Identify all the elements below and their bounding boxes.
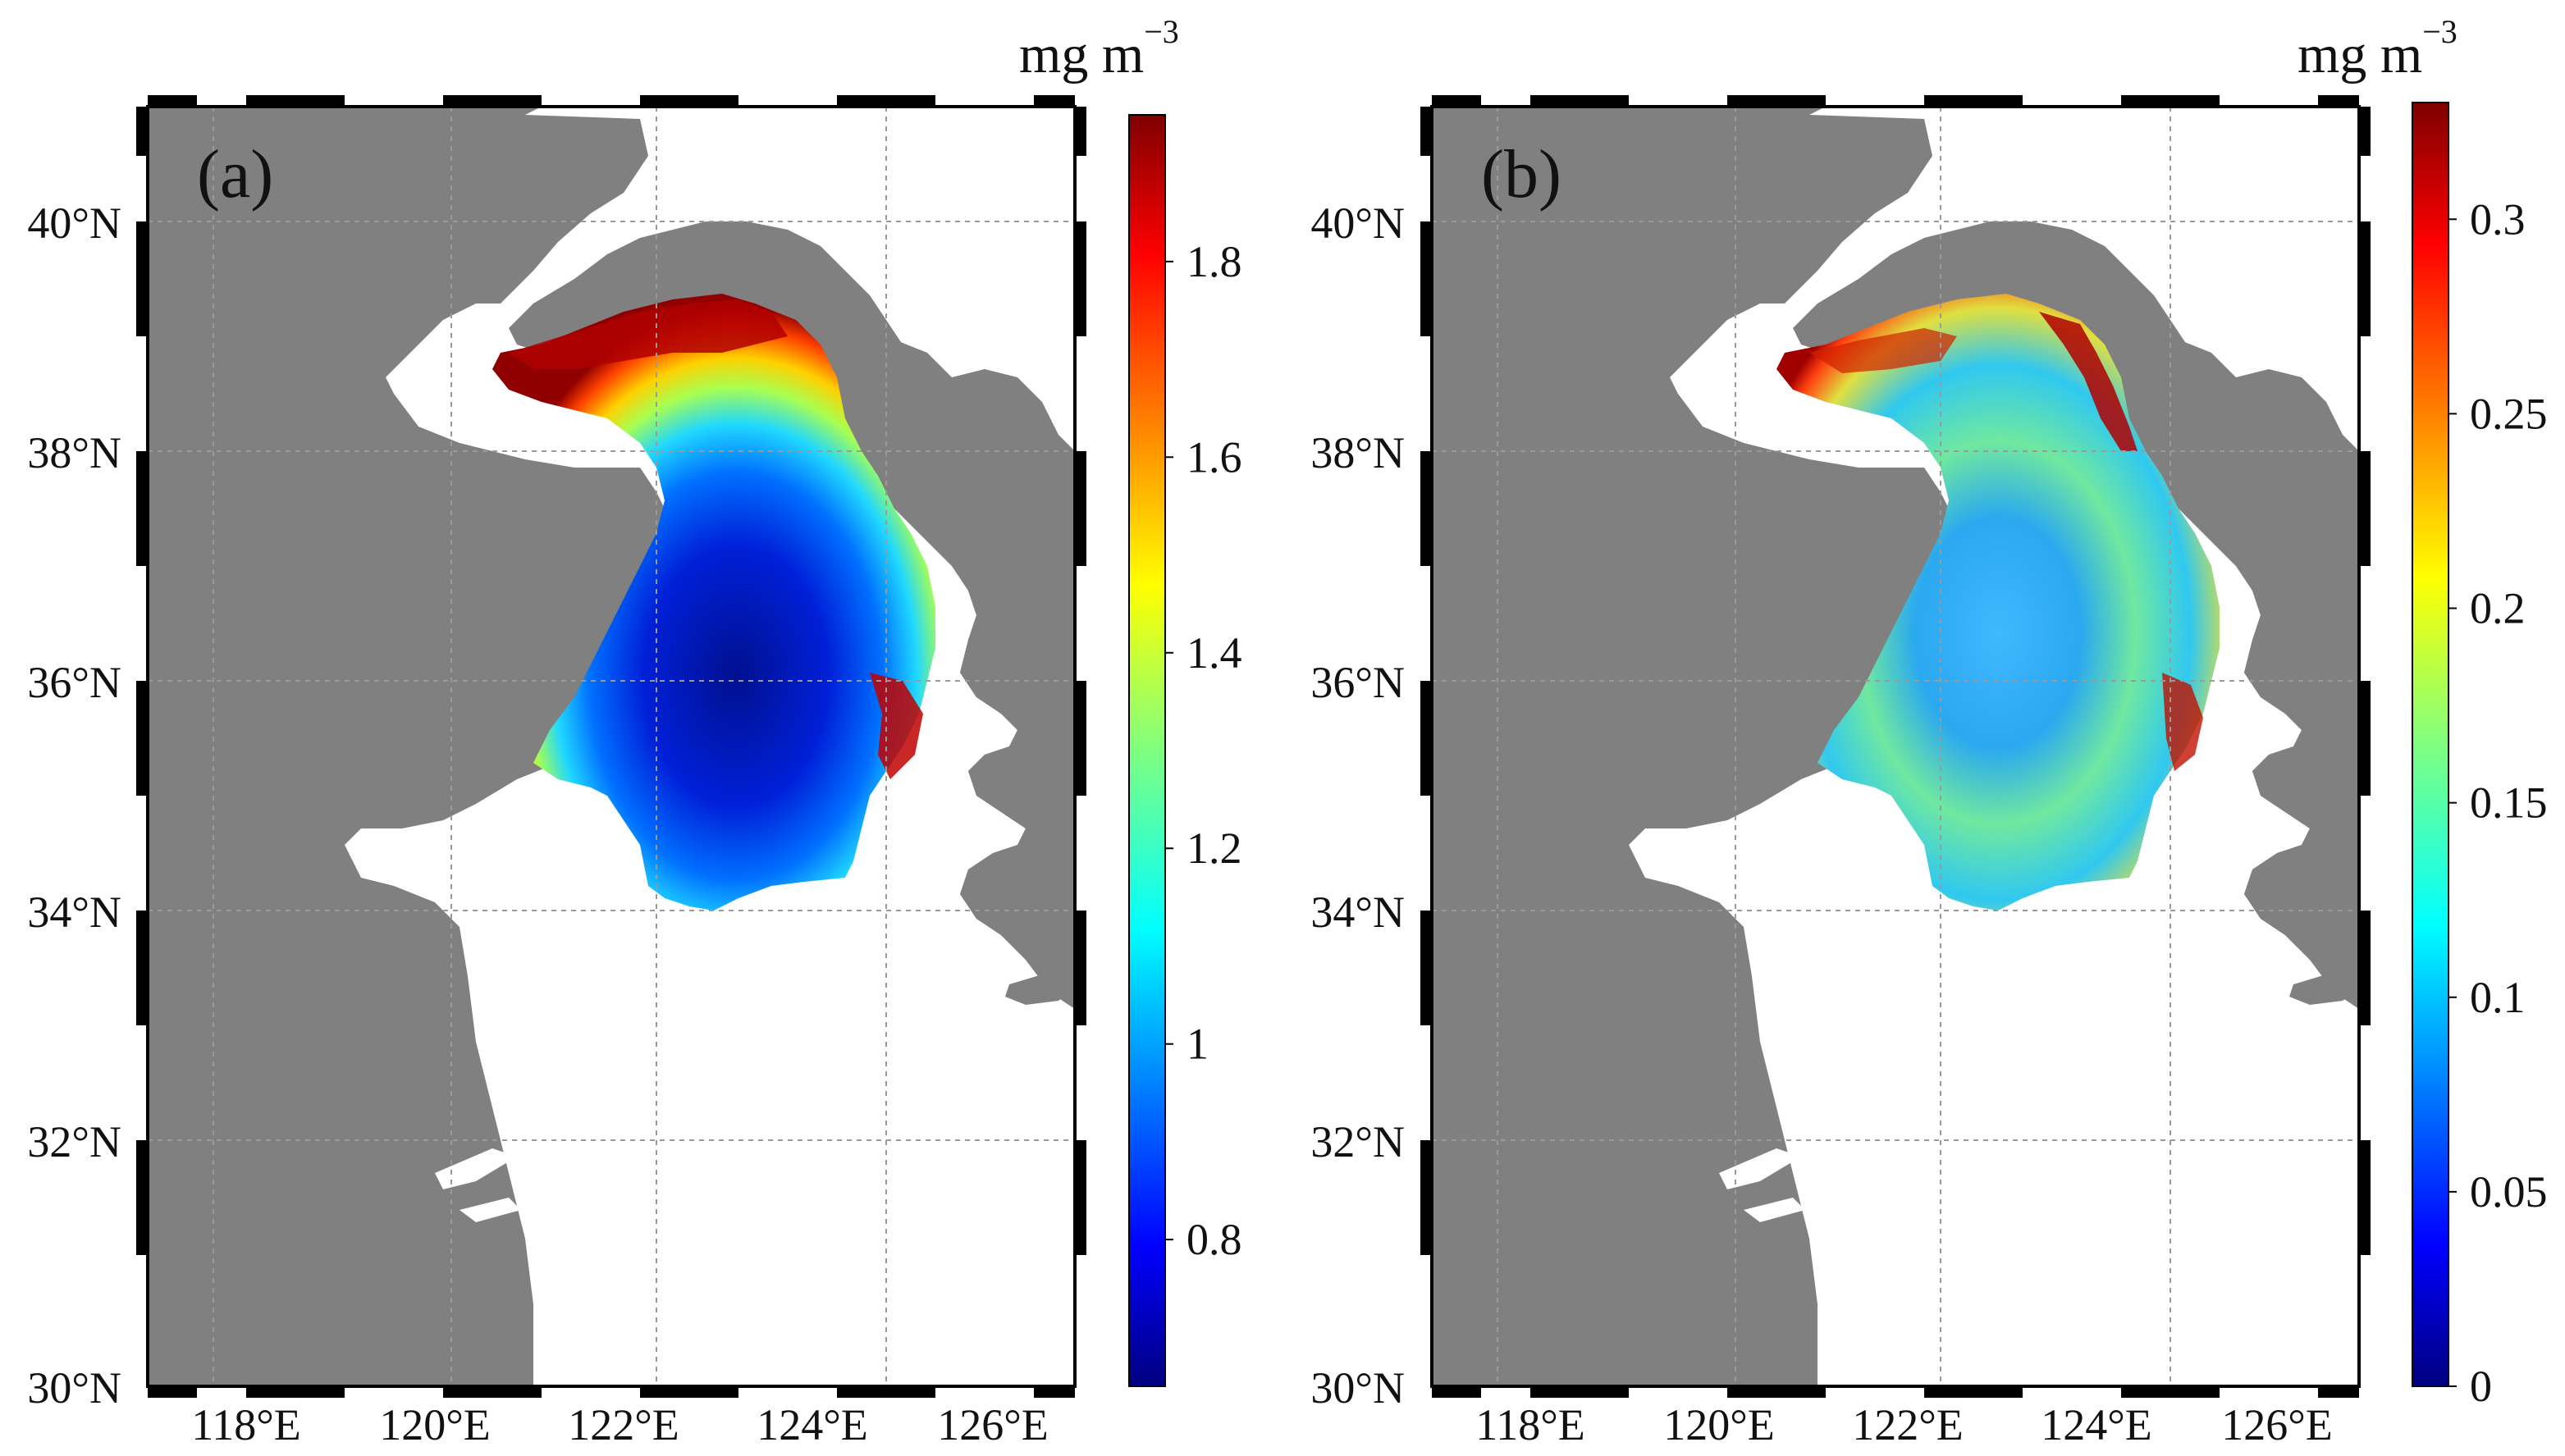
colorbar-ramp xyxy=(2412,102,2449,1387)
lat-label: 32°N xyxy=(1310,1117,1405,1166)
lon-label: 120°E xyxy=(1663,1400,1775,1449)
lat-label: 30°N xyxy=(27,1363,121,1413)
colorbar-ticks: 0.3 0.25 0.2 0.15 0.1 0.05 0 xyxy=(2448,194,2548,1411)
lat-label: 32°N xyxy=(27,1117,121,1166)
unit-label: mg m−3 xyxy=(1019,13,1179,84)
panel-b: (b) xyxy=(1420,95,2371,1398)
colorbar-tick-label: 0.05 xyxy=(2470,1167,2548,1216)
colorbar-ramp xyxy=(1128,114,1166,1387)
lon-labels-a: 118°E 120°E 122°E 124°E 126°E xyxy=(191,1400,1049,1449)
panel-label: (a) xyxy=(197,136,273,212)
lat-label: 30°N xyxy=(1310,1363,1405,1413)
gridlines xyxy=(1432,107,2359,1386)
lat-labels-a: 40°N 38°N 36°N 34°N 32°N 30°N xyxy=(27,199,121,1413)
lat-label: 36°N xyxy=(27,658,121,707)
colorbar-tick-label: 1.4 xyxy=(1186,628,1242,678)
lon-label: 126°E xyxy=(2221,1400,2333,1449)
panel-label: (b) xyxy=(1481,136,1561,212)
gridlines xyxy=(148,107,1075,1386)
high-value-coast xyxy=(870,673,923,779)
high-value-coast xyxy=(2039,312,2138,451)
lon-label: 124°E xyxy=(757,1400,868,1449)
lat-label: 38°N xyxy=(27,428,121,477)
map-frame xyxy=(136,95,1086,1398)
colorbar-tick-label: 1.8 xyxy=(1186,237,1242,286)
colorbar-tick-label: 1.2 xyxy=(1186,824,1242,873)
lat-label: 40°N xyxy=(1310,199,1405,248)
map-frame xyxy=(1420,95,2371,1398)
colorbar-b: 0.3 0.25 0.2 0.15 0.1 0.05 0 mg m−3 xyxy=(2298,13,2548,1411)
lon-label: 122°E xyxy=(568,1400,679,1449)
colorbar-tick-label: 0.3 xyxy=(2470,194,2526,244)
high-value-coast xyxy=(2162,673,2203,771)
panel-a: (a) xyxy=(136,95,1086,1398)
colorbar-tick-label: 0 xyxy=(2470,1362,2492,1411)
high-value-patch xyxy=(509,299,788,369)
unit-label: mg m−3 xyxy=(2298,13,2458,84)
colorbar-a: 1.8 1.6 1.4 1.2 1 0.8 mg m−3 xyxy=(1019,13,1242,1387)
lon-label: 118°E xyxy=(1475,1400,1585,1449)
colorbar-ticks: 1.8 1.6 1.4 1.2 1 0.8 xyxy=(1165,237,1242,1264)
colorbar-tick-label: 0.8 xyxy=(1186,1215,1242,1264)
lat-label: 34°N xyxy=(27,888,121,937)
lon-label: 124°E xyxy=(2041,1400,2152,1449)
lat-label: 40°N xyxy=(27,199,121,248)
lat-labels-b: 40°N 38°N 36°N 34°N 32°N 30°N xyxy=(1310,199,1405,1413)
colorbar-tick-label: 0.15 xyxy=(2470,778,2548,828)
lat-label: 34°N xyxy=(1310,888,1405,937)
lon-label: 122°E xyxy=(1852,1400,1964,1449)
colorbar-tick-label: 0.1 xyxy=(2470,973,2526,1022)
lat-label: 36°N xyxy=(1310,658,1405,707)
colorbar-tick-label: 1.6 xyxy=(1186,432,1242,482)
colorbar-tick-label: 0.2 xyxy=(2470,584,2526,633)
colorbar-tick-label: 0.25 xyxy=(2470,389,2548,438)
lon-label: 126°E xyxy=(937,1400,1049,1449)
lon-label: 120°E xyxy=(379,1400,491,1449)
lon-labels-b: 118°E 120°E 122°E 124°E 126°E xyxy=(1475,1400,2333,1449)
high-value-patch xyxy=(1809,328,1957,373)
colorbar-tick-label: 1 xyxy=(1186,1020,1209,1069)
lat-label: 38°N xyxy=(1310,428,1405,477)
lon-label: 118°E xyxy=(191,1400,301,1449)
